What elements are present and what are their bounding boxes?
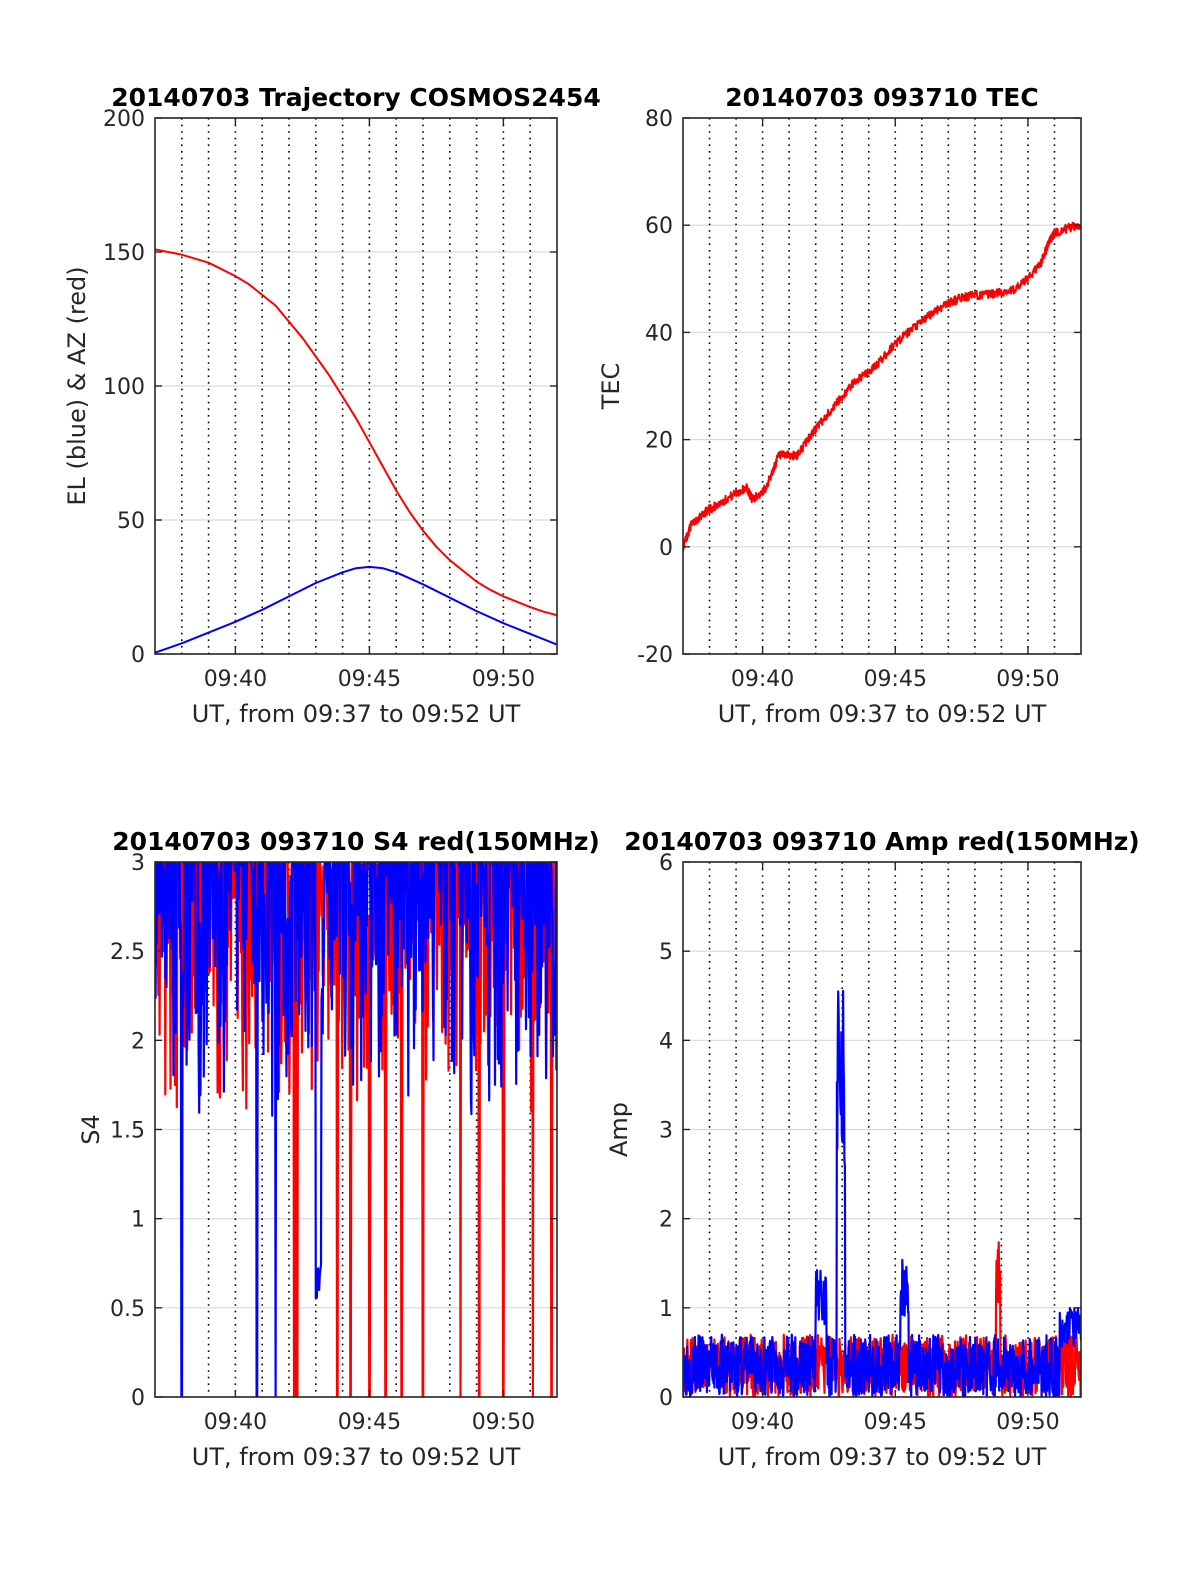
- y-tick-label: 2.5: [110, 940, 145, 965]
- x-tick-label: 09:40: [731, 1410, 794, 1435]
- chart-title: 20140703 Trajectory COSMOS2454: [111, 83, 601, 112]
- plot-area: [683, 118, 1081, 654]
- series-group: [155, 248, 557, 654]
- y-tick-label: 0: [659, 1386, 673, 1411]
- x-tick-label: 09:45: [864, 667, 927, 692]
- y-tick-label: 60: [645, 214, 673, 239]
- y-tick-label: 0: [131, 643, 145, 668]
- x-axis-label: UT, from 09:37 to 09:52 UT: [192, 1443, 521, 1471]
- series-line-az: [155, 248, 557, 617]
- y-tick-label: 20: [645, 429, 673, 454]
- y-tick-label: 3: [131, 851, 145, 876]
- series-group: [683, 221, 1081, 552]
- x-tick-label: 09:50: [472, 1410, 535, 1435]
- axes-box: [682, 117, 1082, 655]
- y-tick-label: 0.5: [110, 1297, 145, 1322]
- chart-title: 20140703 093710 Amp red(150MHz): [624, 827, 1140, 856]
- series-group: [155, 862, 557, 1397]
- y-tick-label: 3: [659, 1119, 673, 1144]
- series-line-el: [155, 565, 557, 654]
- series-line-tec: [683, 221, 1081, 552]
- y-tick-label: 0: [131, 1386, 145, 1411]
- y-tick-label: 2: [659, 1208, 673, 1233]
- x-tick-label: 09:40: [204, 1410, 267, 1435]
- x-axis-label: UT, from 09:37 to 09:52 UT: [718, 1443, 1047, 1471]
- y-tick-label: 0: [659, 536, 673, 561]
- y-tick-label: 5: [659, 940, 673, 965]
- x-tick-label: 09:50: [996, 667, 1059, 692]
- y-axis-label: S4: [77, 1114, 105, 1145]
- series-line-amp_blue: [683, 989, 1081, 1397]
- y-tick-label: 80: [645, 107, 673, 132]
- y-axis-label: EL (blue) & AZ (red): [63, 266, 91, 505]
- x-tick-label: 09:45: [338, 667, 401, 692]
- x-tick-label: 09:50: [996, 1410, 1059, 1435]
- x-tick-label: 09:40: [731, 667, 794, 692]
- chart-tec: -20 0 20 40 60 80 09:40 09:45 09:50 20140703 0937…: [597, 83, 1082, 728]
- chart-title: 20140703 093710 S4 red(150MHz): [112, 827, 600, 856]
- y-axis-label: TEC: [597, 363, 625, 411]
- y-tick-label: -20: [637, 643, 673, 668]
- y-tick-label: 40: [645, 321, 673, 346]
- chart-s4: 0 0.5 1 1.5 2 2.5 3 09:40 09:45 09:50 20140703 093…: [77, 827, 600, 1471]
- x-tick-label: 09:45: [864, 1410, 927, 1435]
- x-tick-label: 09:40: [204, 667, 267, 692]
- y-tick-label: 2: [131, 1029, 145, 1054]
- series-group: [683, 989, 1081, 1397]
- y-tick-label: 4: [659, 1029, 673, 1054]
- y-tick-label: 150: [103, 241, 145, 266]
- x-axis-label: UT, from 09:37 to 09:52 UT: [718, 700, 1047, 728]
- y-axis-label: Amp: [605, 1102, 633, 1157]
- y-tick-label: 200: [103, 107, 145, 132]
- y-tick-label: 1.5: [110, 1119, 145, 1144]
- y-tick-label: 1: [659, 1297, 673, 1322]
- y-tick-label: 100: [103, 375, 145, 400]
- chart-title: 20140703 093710 TEC: [725, 83, 1038, 112]
- chart-trajectory: 0 50 100 150 200 09:40 09:45 09:50 20140703 Traj…: [63, 83, 601, 728]
- series-line-s4_blue: [155, 862, 557, 1397]
- x-tick-label: 09:45: [338, 1410, 401, 1435]
- y-tick-label: 6: [659, 851, 673, 876]
- chart-amp: 0 1 2 3 4 5 6 09:40 09:45 09:50 20140703 093710 Am…: [605, 827, 1140, 1471]
- x-tick-label: 09:50: [472, 667, 535, 692]
- x-axis-label: UT, from 09:37 to 09:52 UT: [192, 700, 521, 728]
- y-tick-label: 50: [117, 509, 145, 534]
- y-tick-label: 1: [131, 1208, 145, 1233]
